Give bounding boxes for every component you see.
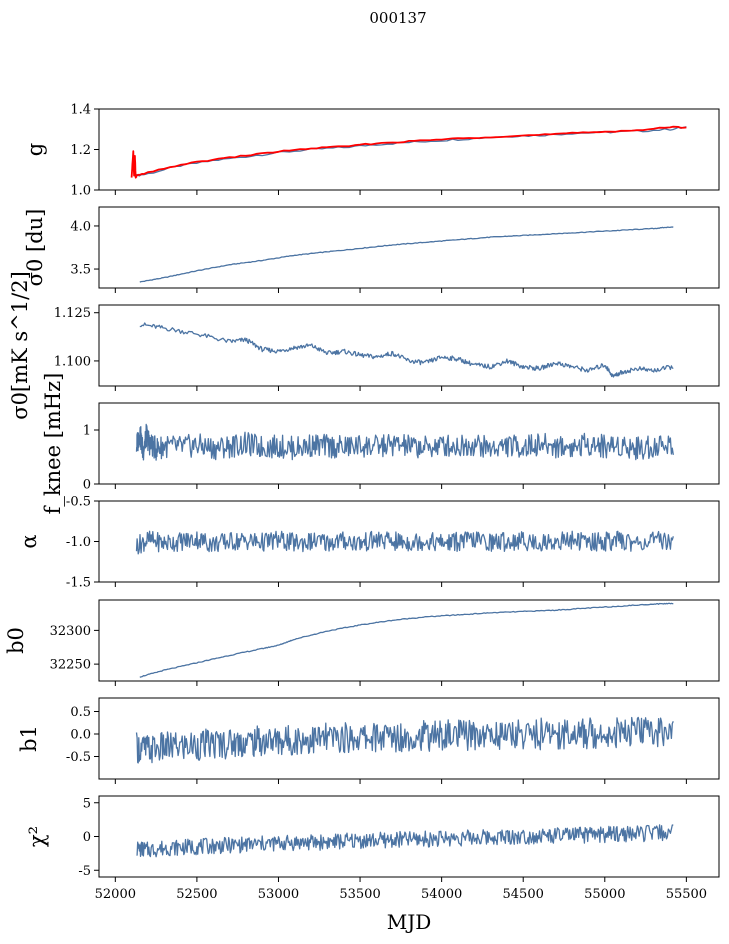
axes-frame — [98, 206, 720, 289]
panel-7: -0.5 0.0 0.5 b1 — [17, 697, 720, 784]
series-line-8-1 — [136, 824, 674, 858]
series-line-6-1 — [139, 602, 674, 678]
y-tick-label: 1.125 — [54, 306, 91, 321]
panel-2: 3.5 4.0 σ0 [du] — [23, 206, 720, 293]
panels: 1.0 1.2 1.4 g 3.5 4.0 σ0 [du] 1.100 1.125 σ0[mK s… — [4, 103, 720, 902]
y-tick-label: 1 — [83, 424, 91, 439]
y-axis-label: b1 — [17, 725, 41, 752]
axes-frame — [98, 304, 720, 387]
y-tick-label: 0 — [83, 478, 91, 493]
y-tick-label: 1.4 — [70, 103, 91, 118]
series-line-5-1 — [135, 530, 674, 555]
y-tick-label: -1.0 — [66, 535, 91, 550]
y-axis-label: g — [23, 143, 47, 156]
axes-frame — [98, 108, 720, 191]
panel-8: -5 0 5 52000 52500 53000 53500 54000 54500 55000 5… — [25, 795, 720, 902]
y-tick-label: 0 — [83, 830, 91, 845]
panel-6: 32250 32300 b0 — [4, 599, 720, 686]
series-line-3-1 — [139, 322, 674, 378]
x-tick-label: 55000 — [584, 887, 625, 902]
series-line-7-1 — [135, 716, 674, 764]
series-line-1-1 — [134, 126, 687, 178]
x-tick-label: 54000 — [421, 887, 462, 902]
y-tick-label: -5 — [78, 864, 91, 879]
y-tick-label: 0.0 — [70, 728, 91, 743]
y-tick-label: -1.5 — [66, 576, 91, 591]
series-line-1-2 — [130, 125, 687, 179]
x-tick-label: 53000 — [258, 887, 299, 902]
y-tick-label: 1.0 — [70, 184, 91, 199]
panel-1: 1.0 1.2 1.4 g — [23, 103, 720, 199]
y-tick-label: 4.0 — [70, 219, 91, 234]
y-tick-label: 5 — [83, 796, 91, 811]
y-tick-label: 1.100 — [54, 354, 91, 369]
y-axis-label: α — [17, 534, 41, 548]
x-tick-label: 52500 — [176, 887, 217, 902]
x-tick-label: 53500 — [339, 887, 380, 902]
y-tick-label: 32300 — [50, 624, 91, 639]
figure-title: 000137 — [369, 9, 426, 27]
y-axis-label: χ² — [25, 826, 49, 847]
series-line-4-1 — [135, 423, 674, 461]
y-axis-label: b0 — [4, 627, 28, 654]
axes-frame — [98, 599, 720, 682]
axes-frame — [98, 697, 720, 780]
y-axis-label: σ0[mK s^1/2] — [8, 271, 32, 420]
x-axis-label: MJD — [387, 910, 432, 934]
series-line-2-1 — [139, 226, 674, 283]
y-tick-label: 1.2 — [70, 143, 91, 158]
panel-5: -1.5 -1.0 -0.5 α — [17, 495, 720, 591]
y-tick-label: -0.5 — [66, 750, 91, 765]
x-tick-label: 54500 — [503, 887, 544, 902]
y-tick-label: 3.5 — [70, 263, 91, 278]
panel-3: 1.100 1.125 σ0[mK s^1/2] — [8, 271, 720, 420]
axes-frame — [98, 402, 720, 485]
y-tick-label: 32250 — [50, 658, 91, 673]
y-axis-label: f_knee [mHz] — [41, 373, 65, 515]
panel-4: 0 1 f_knee [mHz] — [41, 373, 720, 515]
y-tick-label: -0.5 — [66, 495, 91, 510]
x-tick-label: 55500 — [666, 887, 707, 902]
y-tick-label: 0.5 — [70, 705, 91, 720]
y-axis-label: σ0 [du] — [23, 209, 47, 287]
x-tick-label: 52000 — [95, 887, 136, 902]
